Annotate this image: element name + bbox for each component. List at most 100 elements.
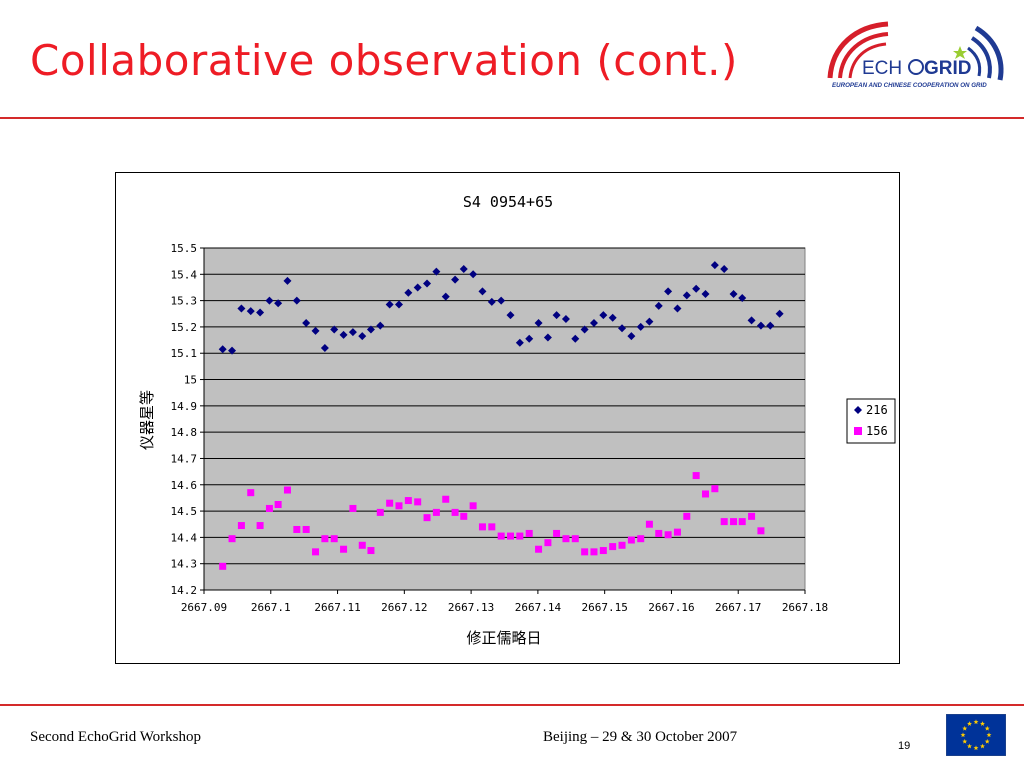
data-point-216 <box>469 270 478 279</box>
data-point-156 <box>525 529 533 537</box>
data-point-216 <box>376 321 385 330</box>
data-point-216 <box>413 283 422 292</box>
legend-marker-216 <box>854 406 862 414</box>
data-point-216 <box>404 288 413 297</box>
data-point-156 <box>256 522 264 530</box>
data-point-216 <box>645 317 654 326</box>
data-point-156 <box>469 502 477 510</box>
eu-flag-icon <box>946 714 1006 756</box>
slide-title: Collaborative observation (cont.) <box>30 36 738 85</box>
logo-subtitle: EUROPEAN AND CHINESE COOPERATION ON GRID <box>832 82 987 89</box>
data-point-216 <box>552 311 561 320</box>
legend-label-156: 156 <box>866 424 888 438</box>
data-point-216 <box>608 313 617 322</box>
logo-text-left: ECH <box>862 58 902 79</box>
data-point-216 <box>729 290 738 299</box>
data-point-216 <box>451 275 460 284</box>
eu-star-icon <box>980 743 985 749</box>
y-tick-label: 14.9 <box>171 400 198 413</box>
data-point-156 <box>451 508 459 516</box>
y-tick-label: 14.6 <box>171 479 198 492</box>
x-tick-label: 2667.11 <box>314 601 360 614</box>
logo-arc-red-2 <box>838 32 889 79</box>
data-point-216 <box>256 308 265 317</box>
data-point-216 <box>487 297 496 306</box>
data-point-156 <box>283 486 291 494</box>
data-point-216 <box>654 301 663 310</box>
header-rule <box>0 117 1024 119</box>
data-point-216 <box>237 304 246 313</box>
data-point-216 <box>627 332 636 341</box>
logo-arc-blue-3 <box>967 46 982 77</box>
data-point-156 <box>423 514 431 522</box>
eu-star-icon <box>973 719 979 725</box>
data-point-156 <box>692 472 700 480</box>
y-tick-label: 15.5 <box>171 242 198 255</box>
data-point-156 <box>367 547 375 555</box>
eu-star-icon <box>962 738 968 744</box>
eu-star-icon <box>967 743 972 749</box>
page-number: 19 <box>898 740 911 752</box>
y-axis-label: 仪器星等 <box>138 390 156 450</box>
eu-star-icon <box>986 732 992 738</box>
eu-star-icon <box>962 725 968 731</box>
axes: 15.5 15.4 15.3 15.2 15.1 15 14.9 14.8 14.7 14.6 14… <box>171 242 829 614</box>
eu-star-icon <box>984 738 990 744</box>
x-tick-label: 2667.1 <box>251 601 291 614</box>
x-tick-label: 2667.15 <box>581 601 627 614</box>
data-point-216 <box>682 291 691 300</box>
data-point-156 <box>395 502 403 510</box>
data-point-156 <box>302 525 310 533</box>
data-point-156 <box>544 539 552 547</box>
data-point-216 <box>710 261 719 270</box>
data-point-156 <box>237 522 245 530</box>
x-tick-label: 2667.09 <box>181 601 227 614</box>
data-point-216 <box>766 321 775 330</box>
data-point-216 <box>339 330 348 339</box>
x-tick-label: 2667.14 <box>515 601 562 614</box>
data-point-156 <box>219 562 227 570</box>
x-tick-label: 2667.16 <box>648 601 694 614</box>
data-point-216 <box>394 300 403 309</box>
series-216 <box>218 261 784 355</box>
data-point-216 <box>561 315 570 324</box>
echogrid-logo: ECH GRID EUROPEAN AND CHINESE COOPERATIO… <box>827 21 1004 89</box>
data-point-216 <box>692 284 701 293</box>
y-tick-label: 15.1 <box>171 347 198 360</box>
data-point-156 <box>516 532 524 540</box>
data-point-156 <box>645 520 653 528</box>
data-point-216 <box>756 321 765 330</box>
data-point-156 <box>581 548 589 556</box>
data-point-216 <box>292 296 301 305</box>
data-point-216 <box>747 316 756 325</box>
footer-rule <box>0 704 1024 706</box>
data-point-156 <box>442 495 450 503</box>
y-tick-label: 14.7 <box>171 452 198 465</box>
data-point-156 <box>711 485 719 493</box>
series-156 <box>219 472 765 570</box>
data-marks <box>218 261 784 570</box>
eu-star-icon <box>984 725 990 731</box>
logo-arc-blue-2 <box>970 36 992 79</box>
y-tick-label: 14.4 <box>171 531 198 544</box>
data-point-216 <box>265 296 274 305</box>
data-point-216 <box>571 334 580 343</box>
legend-marker-156 <box>854 427 862 435</box>
data-point-156 <box>535 545 543 553</box>
y-tick-label: 14.8 <box>171 426 198 439</box>
logo-star-icon <box>953 46 967 59</box>
data-point-216 <box>478 287 487 296</box>
data-point-216 <box>385 300 394 309</box>
footer-location-date: Beijing – 29 & 30 October 2007 <box>543 729 738 745</box>
data-point-216 <box>330 325 339 334</box>
data-point-156 <box>404 497 412 505</box>
y-tick-label: 14.2 <box>171 584 198 597</box>
data-point-156 <box>265 504 273 512</box>
y-tick-label: 14.3 <box>171 558 198 571</box>
data-point-216 <box>459 265 468 274</box>
y-tick-label: 14.5 <box>171 505 198 518</box>
data-point-156 <box>293 525 301 533</box>
data-point-156 <box>664 531 672 539</box>
data-point-216 <box>738 293 747 302</box>
data-point-156 <box>599 547 607 555</box>
